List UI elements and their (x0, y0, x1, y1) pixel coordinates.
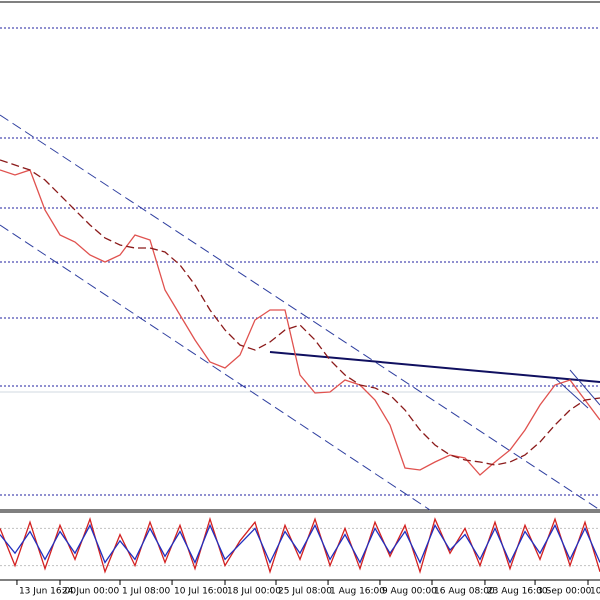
x-tick-label: 24 Jun 00:00 (62, 587, 119, 597)
x-tick-label: 1 Jul 08:00 (122, 587, 171, 597)
price-series (0, 169, 600, 476)
x-tick-label: 16 Aug 08:00 (434, 587, 495, 597)
x-tick-label: 3 Sep 00:00 (537, 587, 592, 597)
price-series (0, 159, 600, 466)
x-tick-label: 10 Jul 16:00 (174, 587, 228, 597)
x-tick-label: 13 Jun 16:00 (19, 587, 76, 597)
x-tick-label: 9 Aug 00:00 (382, 587, 437, 597)
x-tick-label: 10 Sep 08:00 (590, 587, 600, 597)
channel-lower (0, 224, 431, 511)
oscillator-series (0, 516, 600, 575)
trend-line (269, 351, 600, 383)
x-tick-label: 25 Jul 08:00 (278, 587, 332, 597)
x-tick-label: 23 Aug 16:00 (487, 587, 548, 597)
x-tick-label: 18 Jul 00:00 (227, 587, 281, 597)
oscillator-series (0, 523, 600, 565)
x-tick-label: 1 Aug 16:00 (330, 587, 385, 597)
